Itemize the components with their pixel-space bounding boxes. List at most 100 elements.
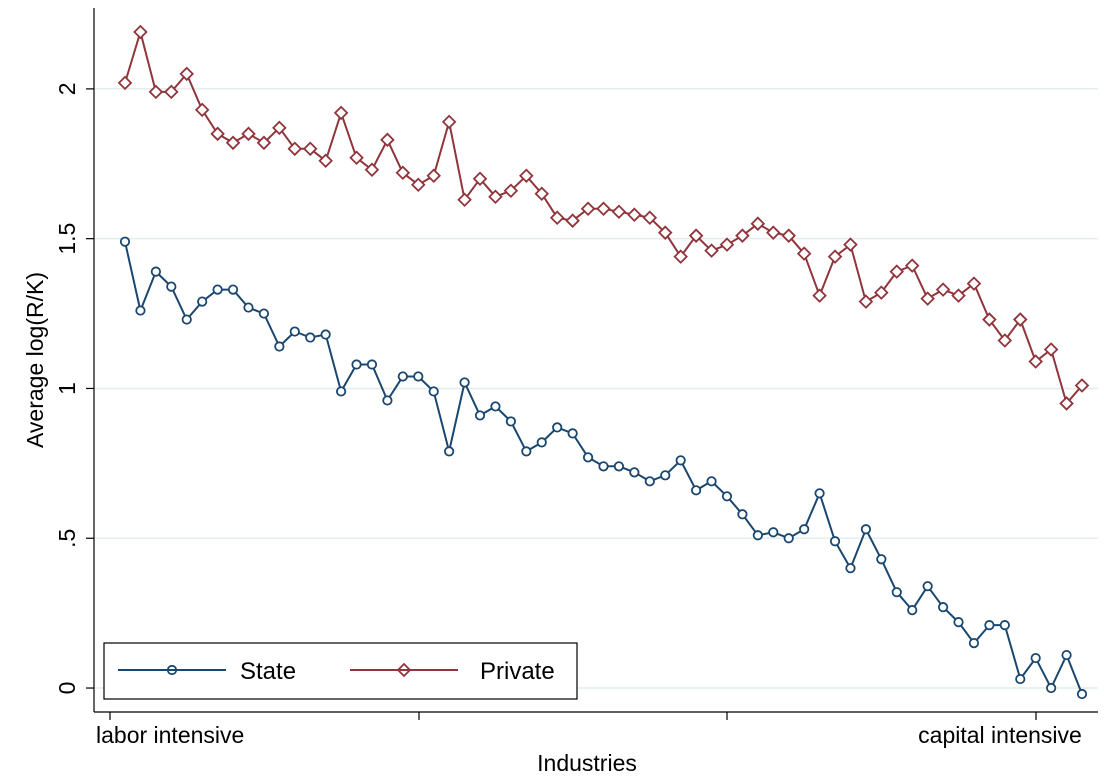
data-point-private [225, 135, 241, 151]
data-point-private [565, 213, 580, 228]
data-point-private [534, 186, 550, 202]
data-point-private [256, 135, 272, 151]
y-tick-label: 0 [54, 682, 80, 695]
y-tick-label: 1 [54, 382, 80, 395]
data-point-state [1015, 673, 1026, 685]
data-point-private [364, 162, 380, 178]
data-point-private [827, 249, 843, 264]
data-point-private [1043, 342, 1059, 357]
series-line-private [124, 28, 1083, 406]
data-point-private [380, 132, 395, 148]
data-point-state [335, 386, 347, 397]
data-point-state [490, 401, 501, 412]
data-point-state [891, 587, 902, 598]
data-point-state [613, 461, 625, 472]
data-point-state [953, 617, 964, 628]
data-point-private [966, 276, 982, 291]
x-axis-label: Industries [537, 750, 637, 776]
y-tick-label: .5 [54, 529, 80, 548]
data-point-state [1030, 652, 1041, 664]
data-point-private [997, 333, 1013, 348]
data-point-state [536, 437, 547, 448]
data-point-state [1046, 682, 1057, 694]
y-tick-label: 2 [54, 82, 80, 95]
data-point-state [922, 581, 933, 592]
y-ticks: 0 .5 1 1.5 2 [54, 82, 94, 694]
data-point-state [351, 359, 362, 370]
data-point-private [766, 225, 781, 240]
data-point-private [874, 285, 889, 300]
data-point-state [629, 467, 640, 478]
y-axis-label: Average log(R/K) [22, 272, 48, 448]
data-point-private [580, 201, 596, 216]
data-point-state [444, 446, 455, 457]
data-point-private [1028, 354, 1043, 369]
data-point-private [951, 288, 966, 303]
data-point-private [519, 168, 534, 184]
data-point-state [799, 524, 810, 535]
data-point-state [984, 620, 995, 631]
data-point-state [567, 428, 578, 439]
data-point-private [982, 312, 997, 327]
data-point-private [920, 291, 935, 306]
data-point-state [382, 395, 393, 406]
data-point-private [287, 141, 303, 157]
data-point-state [706, 476, 717, 487]
x-tick-label: labor intensive [96, 722, 244, 748]
legend-label-private: Private [480, 658, 555, 685]
data-point-state [274, 341, 285, 352]
data-point-state [552, 422, 563, 433]
data-point-state [135, 305, 146, 316]
data-point-state [721, 491, 733, 502]
data-point-state [691, 485, 702, 496]
data-point-private [812, 288, 827, 303]
data-point-private [750, 216, 766, 231]
data-point-private [179, 66, 195, 82]
data-point-state [521, 446, 532, 457]
data-point-private [302, 141, 318, 157]
data-point-private [148, 84, 164, 100]
data-point-private [642, 210, 658, 225]
data-point-private [349, 150, 364, 166]
data-point-private [719, 237, 735, 252]
x-ticks: labor intensive capital intensive [96, 712, 1082, 748]
data-point-private [133, 24, 148, 40]
data-point-private [904, 258, 920, 273]
data-point-state [783, 533, 794, 544]
data-point-private [1059, 396, 1074, 411]
data-point-private [241, 126, 256, 142]
data-point-state [474, 410, 486, 421]
data-point-state [999, 620, 1010, 631]
data-point-state [768, 527, 779, 538]
data-point-state [397, 371, 408, 382]
data-point-private [318, 153, 333, 169]
data-point-private [549, 210, 565, 225]
data-point-private [657, 225, 673, 240]
data-point-state [413, 371, 424, 382]
data-point-state [644, 476, 655, 487]
data-point-state [860, 524, 872, 535]
data-point-private [627, 207, 642, 222]
legend: State Private [103, 642, 578, 700]
data-point-private [704, 243, 719, 258]
data-point-private [781, 228, 796, 243]
data-point-private [488, 189, 503, 205]
data-point-private [426, 168, 441, 184]
data-point-private [117, 75, 133, 91]
data-point-private [735, 228, 750, 243]
data-point-state [197, 296, 208, 307]
data-point-state [1076, 688, 1088, 700]
data-point-state [752, 530, 763, 541]
legend-marker-private [396, 662, 412, 678]
data-point-state [598, 461, 609, 472]
data-point-state [212, 284, 223, 295]
data-point-private [935, 282, 951, 297]
data-point-state [829, 536, 841, 547]
data-point-state [320, 329, 331, 340]
legend-label-state: State [240, 658, 296, 685]
data-point-private [611, 204, 627, 219]
data-point-state [305, 332, 316, 343]
data-point-state [243, 302, 254, 313]
data-point-state [150, 266, 161, 277]
